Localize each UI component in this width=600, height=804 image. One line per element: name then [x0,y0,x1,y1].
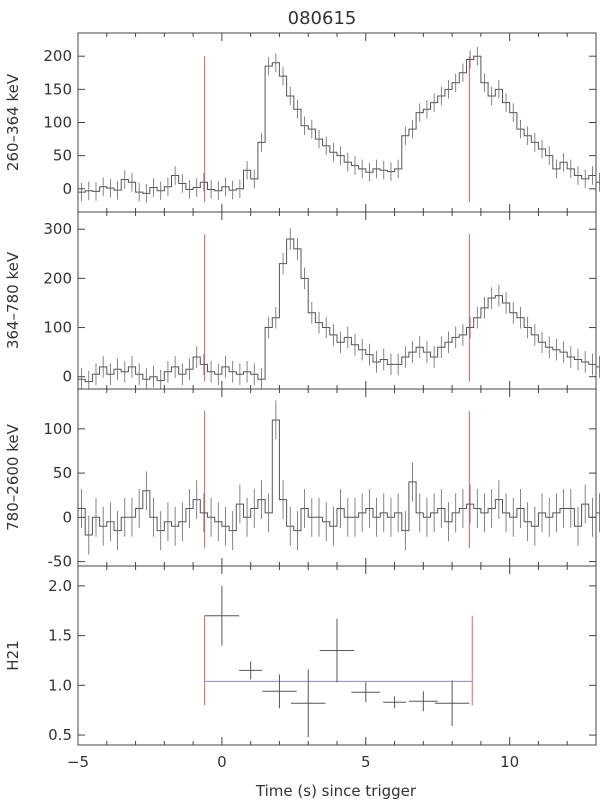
y-tick-label: 0 [62,508,72,526]
y-tick-label: 50 [53,147,72,165]
x-tick-label: −5 [67,753,89,771]
chart-title: 080615 [288,8,357,29]
panel-frame [77,32,597,213]
y-tick-label: 0 [62,180,72,198]
panel-1: 0 50 100 150 200 260–364 keV [4,32,600,213]
panel-2: 0 100 200 300 364–780 keV [4,211,600,390]
y-tick-label: 200 [43,269,72,287]
y-axis-label: 780–2600 keV [4,423,22,530]
y-tick-label: -50 [48,553,73,571]
y-tick-label: 2.0 [48,577,72,595]
y-tick-label: 1.5 [48,627,72,645]
y-tick-label: 50 [53,464,72,482]
x-tick-label: 0 [217,753,227,771]
x-axis-label: Time (s) since trigger [255,782,417,800]
y-tick-label: 300 [43,220,72,238]
y-axis-label: 260–364 keV [4,73,22,171]
y-tick-label: 0.5 [48,726,72,744]
panel-3: -50 0 50 100 780–2600 keV [4,388,600,571]
y-tick-label: 100 [43,420,72,438]
y-tick-label: 200 [43,47,72,65]
x-tick-label: 10 [500,753,519,771]
x-tick-label: 5 [361,753,371,771]
y-tick-label: 1.0 [48,676,72,694]
y-tick-label: 0 [62,368,72,386]
y-tick-label: 100 [43,319,72,337]
y-tick-label: 100 [43,114,72,132]
panel-frame [77,388,597,567]
light-curve [78,55,600,194]
y-axis-label: 364–780 keV [4,251,22,349]
panel-frame [77,211,597,390]
y-tick-label: 150 [43,80,72,98]
light-curve [78,419,600,536]
y-axis-label: H21 [4,640,22,670]
panel-4: 0.5 1.0 1.5 2.0 H21 −5 0 5 10 [4,565,597,771]
light-curve [78,238,600,383]
